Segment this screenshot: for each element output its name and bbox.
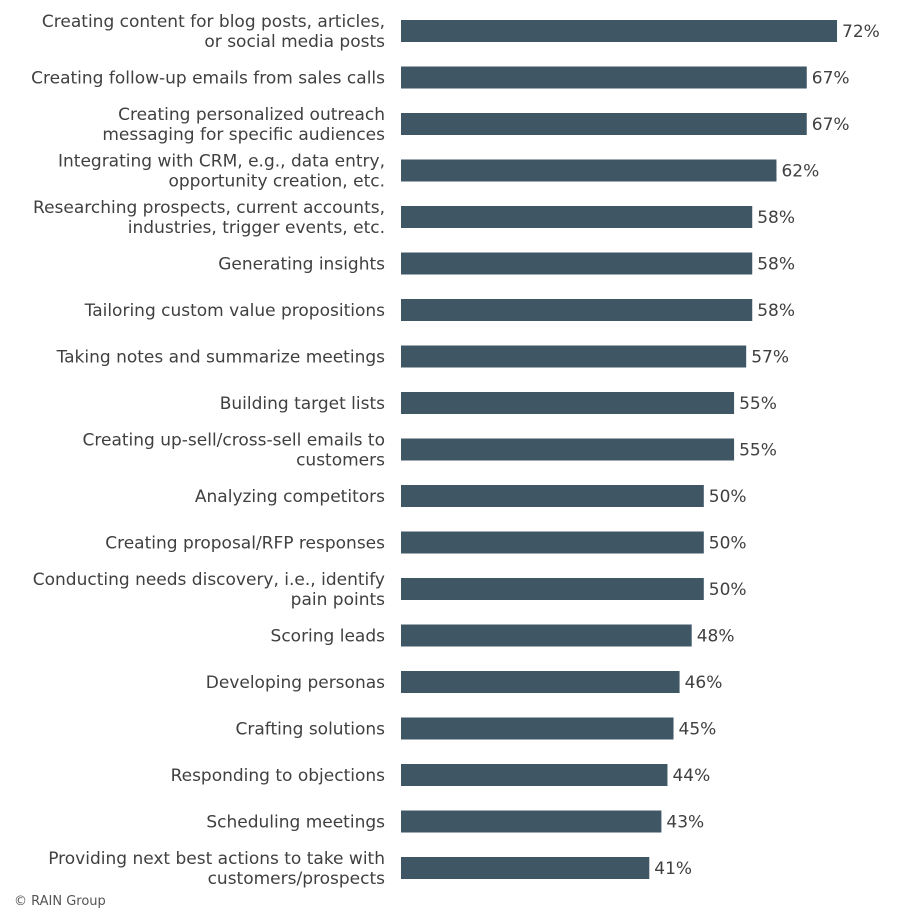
bar [401,764,668,786]
category-label: messaging for specific audiences [102,125,385,145]
data-label: 45% [679,720,717,740]
category-label: Taking notes and summarize meetings [56,348,386,368]
category-label: customers/prospects [208,869,386,889]
bar [401,717,674,740]
category-label: Researching prospects, current accounts, [33,198,385,218]
data-label: 46% [685,673,723,693]
category-label: customers [296,451,385,471]
data-label: 72% [842,22,880,42]
category-label: Creating up-sell/cross-sell emails to [83,431,386,451]
bar [401,252,753,275]
bar [401,624,692,647]
category-label: pain points [291,590,385,610]
category-label: Analyzing competitors [195,487,385,507]
category-label: Creating proposal/RFP responses [105,534,385,554]
bar [401,345,747,368]
data-label: 58% [757,208,795,228]
data-label: 50% [709,534,747,554]
bar [401,438,735,461]
bar [401,485,704,507]
bar [401,299,753,321]
data-label: 58% [757,255,795,275]
bar [401,20,838,42]
data-label: 57% [751,348,789,368]
category-label: Creating content for blog posts, article… [42,12,385,32]
data-label: 55% [739,441,777,461]
bar [401,392,735,414]
bar [401,671,680,693]
category-label: Tailoring custom value propositions [84,301,386,321]
data-label: 55% [739,394,777,414]
category-label: Generating insights [218,255,385,275]
data-label: 67% [812,69,850,89]
data-label: 50% [709,580,747,600]
category-label: Scheduling meetings [206,813,385,833]
category-label: Integrating with CRM, e.g., data entry, [58,152,385,172]
bar [401,159,777,182]
bar [401,531,704,554]
data-label: 62% [781,162,819,182]
bar [401,113,807,135]
data-label: 43% [666,813,704,833]
bar-chart: 72% Creating content for blog posts, arti… [31,12,880,889]
category-label: opportunity creation, etc. [168,172,385,192]
bar [401,857,650,879]
data-label: 58% [757,301,795,321]
bar [401,810,662,833]
data-label: 48% [697,627,735,647]
category-label: Providing next best actions to take with [48,849,385,869]
data-label: 41% [654,859,692,879]
copyright-credit: © RAIN Group [14,894,106,909]
category-label: industries, trigger events, etc. [128,218,385,238]
category-label: Scoring leads [271,627,386,647]
category-label: Crafting solutions [236,720,386,740]
category-label: Conducting needs discovery, i.e., identi… [33,570,385,590]
category-label: Creating personalized outreach [118,105,385,125]
category-label: or social media posts [204,32,385,52]
category-label: Creating follow-up emails from sales cal… [31,69,385,89]
category-label: Responding to objections [171,766,386,786]
data-label: 44% [672,766,710,786]
data-label: 50% [709,487,747,507]
bar [401,66,807,89]
category-label: Developing personas [206,673,385,693]
category-label: Building target lists [220,394,385,414]
data-label: 67% [812,115,850,135]
bar [401,206,753,228]
bar [401,578,704,600]
